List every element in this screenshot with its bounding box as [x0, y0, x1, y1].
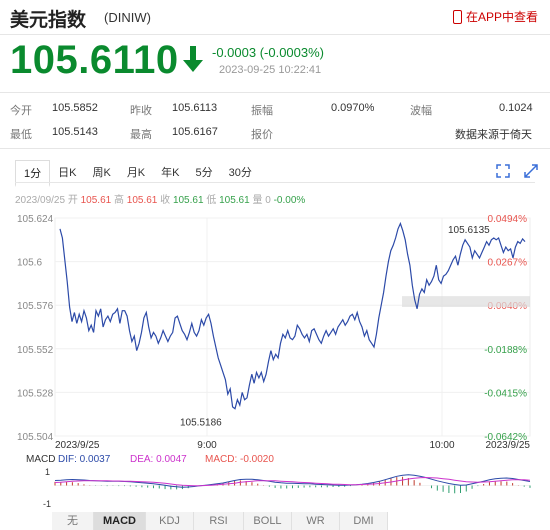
- tabs-divider: [15, 182, 535, 183]
- low-annotation: 105.5186: [180, 417, 222, 428]
- price-line: [59, 221, 526, 410]
- pct-tick-label: 0.0267%: [488, 258, 528, 269]
- expand-icon[interactable]: [524, 164, 538, 178]
- stats-divider-top: [0, 92, 550, 93]
- pct-tick-label: 0.0494%: [488, 214, 528, 225]
- high-annotation: 105.6135: [448, 225, 490, 236]
- macd-scale-top: 1: [45, 467, 50, 477]
- dea-line: [54, 476, 531, 487]
- high-label: 最高: [130, 129, 152, 141]
- pct-tick-label: -0.0415%: [484, 388, 527, 399]
- chart-tools: [496, 164, 538, 178]
- data-source: 数据来源于倚天: [455, 129, 532, 141]
- fullscreen-icon[interactable]: [496, 164, 510, 178]
- period-tab[interactable]: 周K: [92, 167, 111, 179]
- quote-stat: 报价: [251, 126, 273, 142]
- y-tick-label: 105.624: [17, 214, 54, 225]
- indicator-tab[interactable]: MACD: [94, 512, 146, 530]
- wave-value: 0.1024: [499, 102, 533, 114]
- period-tab[interactable]: 日K: [58, 167, 77, 179]
- low-label: 最低: [10, 129, 32, 141]
- x-tick-label: 2023/9/25: [486, 440, 531, 451]
- dif-line: [54, 474, 531, 488]
- macd-label: MACD: [26, 454, 55, 465]
- period-tab[interactable]: 5分: [195, 167, 213, 179]
- y-tick-label: 105.552: [17, 345, 54, 356]
- info-open-label: 开: [67, 195, 78, 206]
- pct-tick-label: -0.0642%: [484, 432, 527, 443]
- wave-stat: 波幅: [410, 102, 432, 118]
- price-change: -0.0003 (-0.0003%): [212, 45, 325, 60]
- info-low-label: 收: [160, 195, 171, 206]
- info-high-label: 高: [114, 195, 124, 206]
- high-value: 105.6167: [172, 126, 218, 138]
- info-vol: 0: [265, 195, 271, 206]
- high-stat: 最高: [130, 126, 152, 142]
- amp-label: 振幅: [251, 105, 273, 117]
- current-price: 105.6110: [10, 38, 179, 82]
- y-tick-label: 105.6: [17, 258, 42, 269]
- prev-value: 105.6113: [172, 102, 218, 114]
- period-tab[interactable]: 月K: [126, 167, 146, 179]
- phone-icon: [452, 9, 462, 24]
- macd-dif: DIF: 0.0037: [58, 454, 111, 465]
- indicator-tab[interactable]: BOLL: [244, 512, 292, 530]
- prev-stat: 昨收: [130, 102, 152, 118]
- amp-value: 0.0970%: [331, 102, 375, 114]
- info-close: 105.61: [219, 195, 250, 206]
- pct-tick-label: -0.0188%: [484, 345, 527, 356]
- info-chg: -0.00%: [273, 195, 306, 206]
- low-stat: 最低: [10, 126, 32, 142]
- info-vol-label: 量: [252, 195, 263, 206]
- macd-dea: DEA: 0.0047: [130, 454, 187, 465]
- x-tick-label: 9:00: [197, 440, 217, 451]
- period-tab[interactable]: 30分: [228, 167, 252, 179]
- price-chart[interactable]: 105.6240.0494%105.60.0267%105.5760.0040%…: [0, 202, 550, 512]
- y-tick-label: 105.504: [17, 432, 54, 443]
- indicator-tab[interactable]: 无: [52, 512, 94, 530]
- indicator-tab[interactable]: WR: [292, 512, 340, 530]
- header: 美元指数 (DINIW) 在APP中查看: [0, 0, 550, 34]
- symbol-code: (DINIW): [104, 10, 151, 25]
- wave-label: 波幅: [410, 105, 432, 117]
- open-label: 今开: [10, 105, 32, 117]
- amp-stat: 振幅: [251, 102, 273, 118]
- indicator-tab[interactable]: KDJ: [146, 512, 194, 530]
- header-divider: [0, 34, 550, 35]
- quote-label: 报价: [251, 129, 273, 141]
- info-date: 2023/09/25: [15, 195, 66, 206]
- info-high: 105.61: [126, 195, 158, 206]
- info-close-label: 低: [206, 195, 217, 206]
- indicator-tab[interactable]: DMI: [340, 512, 388, 530]
- plot-frame: [54, 217, 531, 437]
- macd-scale-bottom: -1: [43, 499, 51, 509]
- x-tick-label: 10:00: [429, 440, 454, 451]
- ohlc-info-line: 2023/09/25 开 105.61 高 105.61 收 105.61 低 …: [15, 191, 305, 206]
- open-in-app-link[interactable]: 在APP中查看: [452, 8, 538, 25]
- x-tick-label: 2023/9/25: [55, 440, 100, 451]
- stats-divider-bottom: [0, 148, 550, 149]
- y-tick-label: 105.576: [17, 301, 54, 312]
- page-title: 美元指数: [10, 10, 87, 31]
- period-tab[interactable]: 年K: [161, 167, 180, 179]
- open-value: 105.5852: [52, 102, 98, 114]
- prev-label: 昨收: [130, 105, 152, 117]
- low-value: 105.5143: [52, 126, 98, 138]
- reference-band: [402, 296, 530, 308]
- quote-time: 2023-09-25 10:22:41: [219, 64, 322, 76]
- y-tick-label: 105.528: [17, 388, 54, 399]
- info-low: 105.61: [172, 195, 204, 206]
- macd-value: MACD: -0.0020: [205, 454, 274, 465]
- open-stat: 今开: [10, 102, 32, 118]
- info-open: 105.61: [80, 195, 112, 206]
- open-in-app-label: 在APP中查看: [465, 10, 538, 24]
- indicator-tab[interactable]: RSI: [194, 512, 244, 530]
- down-arrow-icon: [183, 46, 203, 72]
- indicator-tabs: 无 MACD KDJ RSI BOLL WR DMI: [52, 512, 388, 530]
